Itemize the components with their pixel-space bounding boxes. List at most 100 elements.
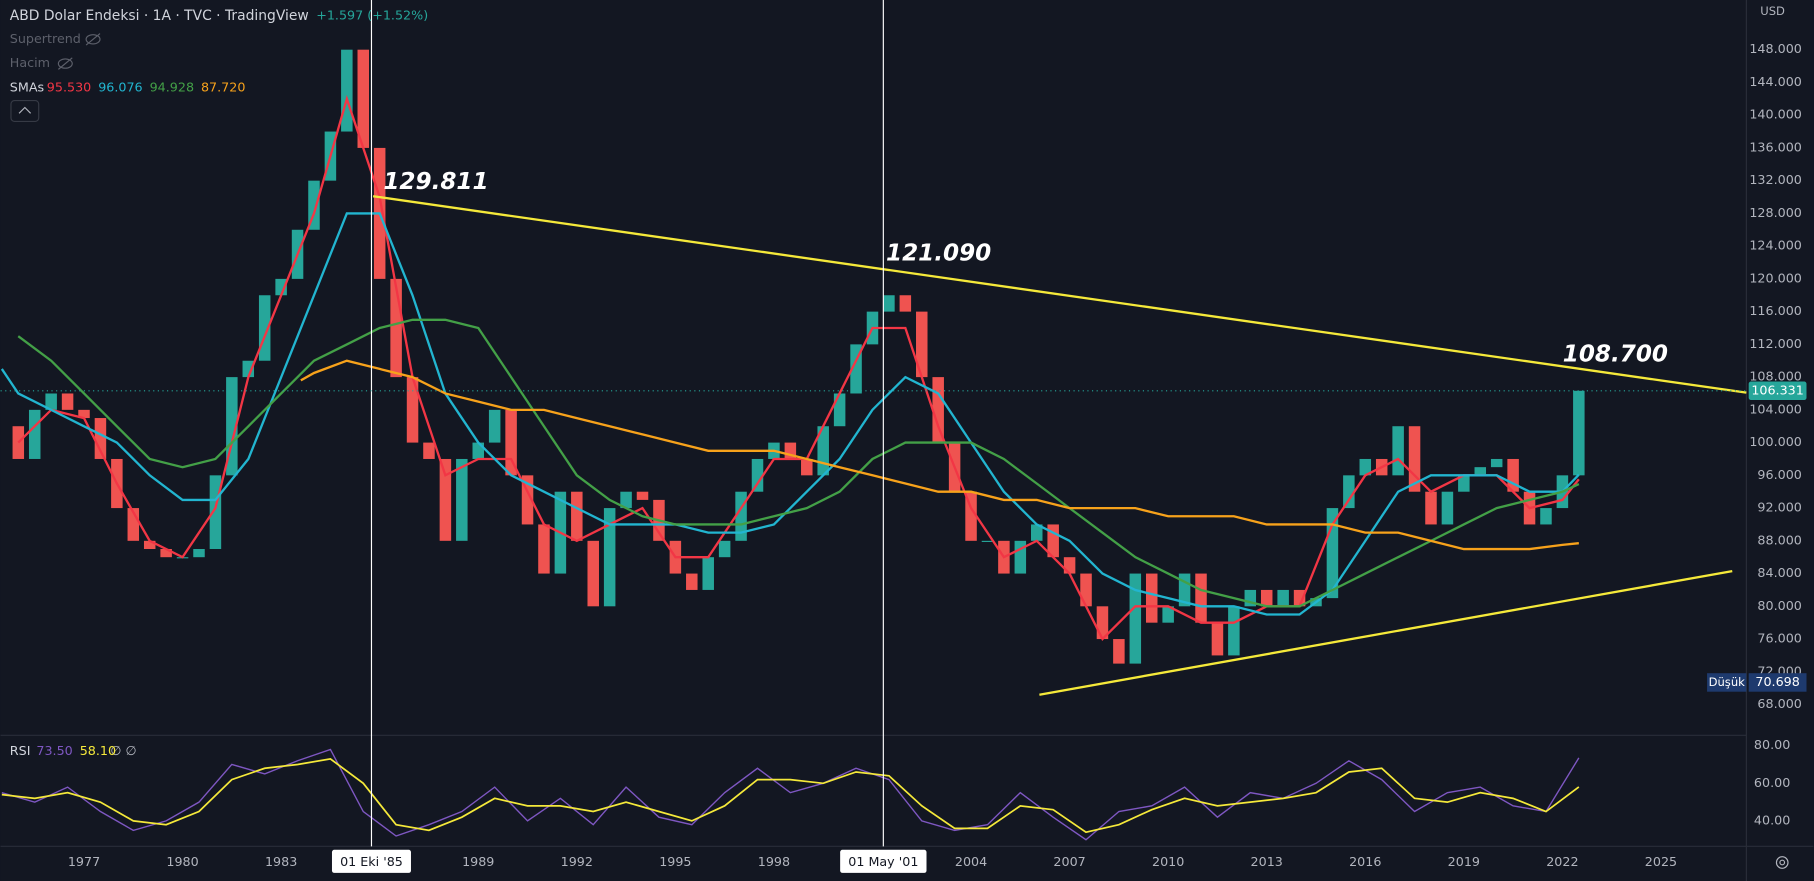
price-bar [127,508,140,541]
price-bar [735,491,747,541]
price-bar [341,49,353,132]
currency-label: USD [1760,4,1785,18]
price-bar [406,377,419,443]
marker-label-box [840,849,927,873]
price-bar [850,344,862,394]
price-bar [521,475,534,525]
price-bar [801,458,813,476]
y-tick-label: 92.000 [1757,500,1801,515]
x-tick-label: 2016 [1349,854,1381,869]
price-bar [587,540,599,607]
low-label-box [1707,673,1747,692]
price-bar [1014,540,1027,574]
price-bar [488,409,501,443]
y-tick-label: 140.000 [1749,107,1802,122]
sma-legend-value: 94.928 [150,79,194,94]
y-tick-label: 80.000 [1757,598,1801,613]
y-tick-label: 148.000 [1749,41,1802,56]
price-bar [1228,606,1240,656]
price-bar [456,458,468,541]
price-bar [505,409,517,476]
sma-legend-value: 87.720 [201,79,245,94]
y-tick-label: 144.000 [1749,74,1802,89]
price-bar [143,540,156,550]
price-bar [833,393,846,427]
price-bar [571,491,583,541]
y-tick-label: 120.000 [1749,270,1802,285]
price-bar [357,49,370,148]
eye-off-icon[interactable] [85,33,101,46]
y-tick-label: 76.000 [1757,631,1801,646]
price-bar [603,508,616,607]
y-tick-label: 68.000 [1757,696,1801,711]
price-bar [883,295,895,312]
price-bar [308,180,320,230]
x-tick-label: 2013 [1251,854,1283,869]
rsi-legend-value: 73.50 [36,743,72,758]
price-bar [78,409,90,419]
x-tick-label: 1992 [561,854,593,869]
indicator-label: Hacim [10,55,50,70]
x-tick-label: 1998 [758,854,790,869]
y-tick-label: 132.000 [1749,172,1802,187]
y-tick-label: 124.000 [1749,238,1802,253]
price-bar [258,295,271,361]
price-bar [932,377,944,443]
y-tick-label: 136.000 [1749,139,1802,154]
x-tick-label: 1995 [659,854,691,869]
price-bar [1129,573,1142,664]
last-price-label: 106.331 [1751,382,1804,397]
y-tick-label: 96.000 [1757,467,1801,482]
x-tick-label: 1977 [68,854,100,869]
price-bar [1573,390,1585,476]
price-bar [61,393,74,410]
price-bar [1441,491,1454,525]
price-bar [981,540,994,542]
y-tick-label: 100.000 [1749,434,1802,449]
y-tick-label: 84.000 [1757,565,1801,580]
price-bar [538,524,550,574]
price-bar [472,442,484,459]
price-bar [1326,508,1339,599]
x-tick-label: 2007 [1053,854,1085,869]
marker-label-box [331,849,411,873]
eye-off-icon[interactable] [57,57,73,70]
price-bar [1277,589,1289,607]
price-bar [686,573,698,590]
price-bar [718,540,731,558]
price-bar [1392,426,1404,476]
rsi-tick-label: 40.00 [1754,812,1790,827]
price-annotation: 129.811 [383,169,488,195]
price-bar [1031,524,1043,541]
settings-icon[interactable] [1775,856,1789,869]
y-tick-label: 108.000 [1749,369,1802,384]
x-tick-label: 2004 [955,854,987,869]
price-bar [1474,467,1487,476]
price-bar [193,549,205,558]
overlay: 129.811 121.090 108.700 [0,0,1747,847]
price-bar [1540,508,1552,525]
price-bar [1293,589,1306,607]
collapse-button[interactable] [10,100,40,122]
sma-line [300,359,1579,551]
rsi-title: RSI [10,743,31,758]
marker-label: 01 Eki '85 [340,854,403,869]
price-bar [1178,573,1191,607]
low-value-box [1748,673,1807,692]
low-label: Düşük [1709,675,1746,689]
price-bar [1260,589,1273,607]
x-tick-label: 2025 [1645,854,1677,869]
price-bar [1063,557,1076,574]
collapse-icon [18,106,32,114]
price-change: +1.597 (+1.52%) [316,8,428,23]
price-bar [620,491,632,509]
price-bar [1343,475,1355,509]
price-bar [1047,524,1059,558]
price-bar [423,442,435,459]
price-bar [1244,589,1257,607]
price-bar [1080,573,1092,607]
price-bar [242,360,255,378]
price-bar [1458,475,1470,492]
